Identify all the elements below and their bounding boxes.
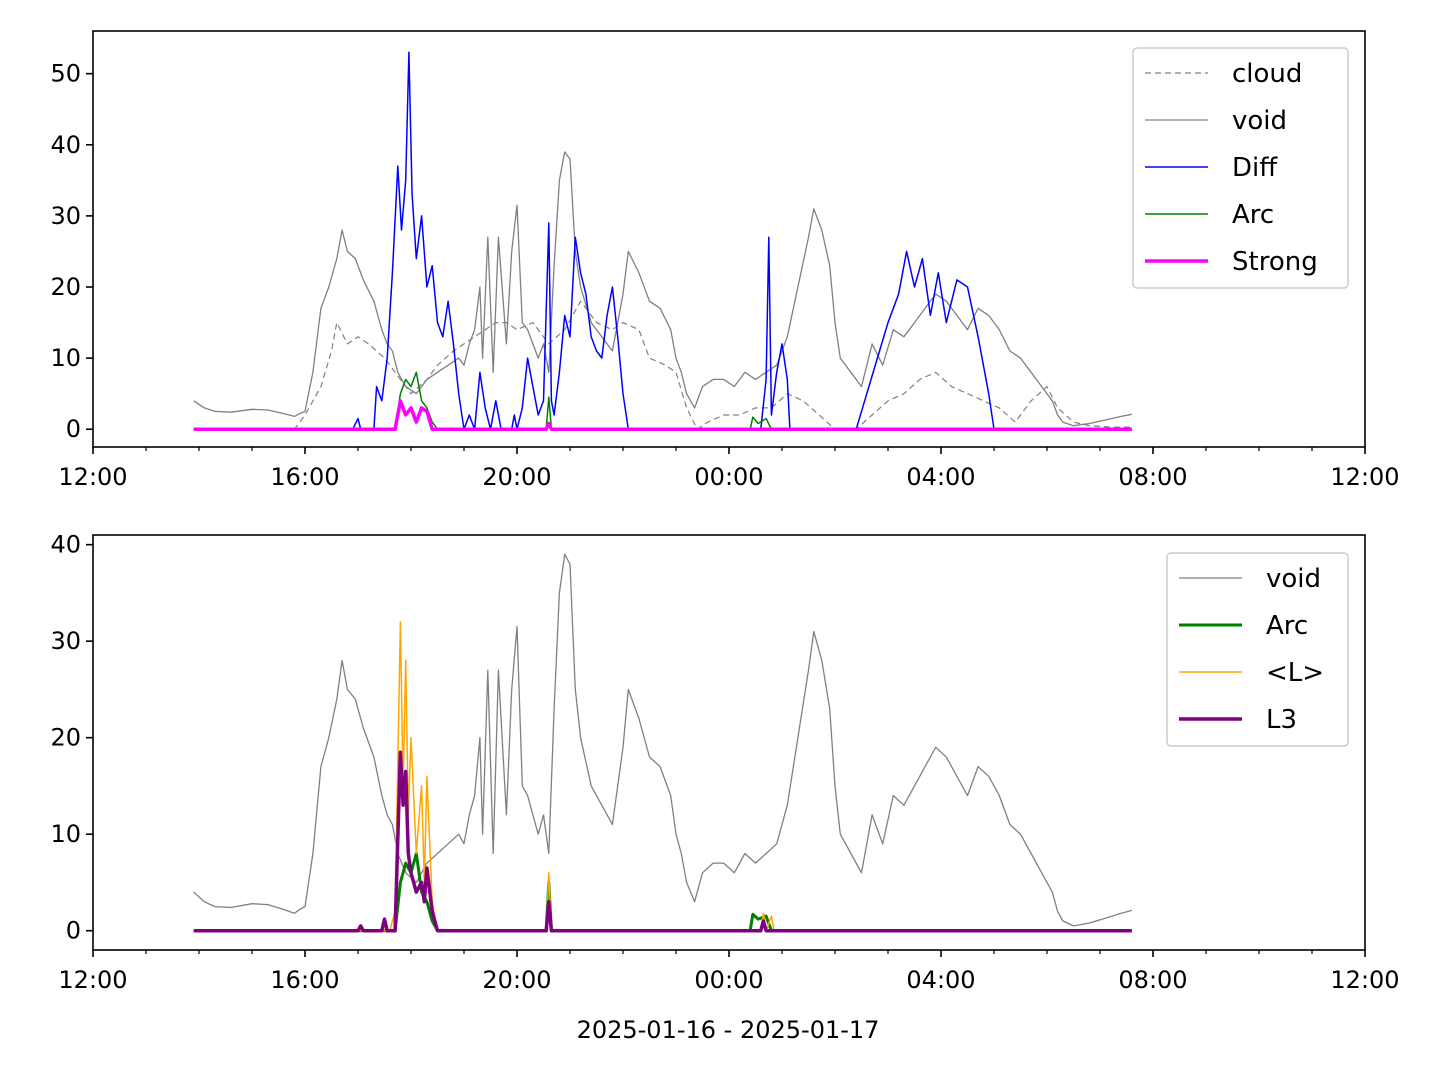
plot-area bbox=[193, 51, 1132, 431]
series-line-void bbox=[193, 553, 1132, 927]
x-tick-label: 00:00 bbox=[694, 966, 763, 994]
y-tick-label: 0 bbox=[66, 917, 81, 945]
y-tick-label: 20 bbox=[50, 273, 81, 301]
series-line-diff bbox=[352, 51, 1132, 430]
y-tick-label: 40 bbox=[50, 531, 81, 559]
legend-box bbox=[1166, 552, 1349, 747]
y-tick-label: 30 bbox=[50, 627, 81, 655]
legend-label: Arc bbox=[1232, 200, 1274, 230]
plot-area bbox=[193, 553, 1132, 933]
x-tick-label: 12:00 bbox=[1330, 463, 1399, 491]
bottom-panel: 0 10 20 30 40 12:00 16:00 20:00 00:00 04:00 08:00 1… bbox=[50, 531, 1399, 994]
x-tick-label: 12:00 bbox=[58, 966, 127, 994]
y-tick-label: 0 bbox=[66, 415, 81, 443]
legend-label: Arc bbox=[1266, 611, 1308, 641]
y-tick-label: 40 bbox=[50, 131, 81, 159]
x-tick-label: 08:00 bbox=[1118, 966, 1187, 994]
x-tick-label: 12:00 bbox=[58, 463, 127, 491]
y-tick-label: 10 bbox=[50, 344, 81, 372]
x-tick-label: 04:00 bbox=[906, 966, 975, 994]
top-panel: 0 10 20 30 40 50 12:00 16:00 20:00 00:00 04:00 08:0… bbox=[50, 30, 1400, 491]
y-tick-label: 20 bbox=[50, 724, 81, 752]
x-tick-label: 20:00 bbox=[482, 966, 551, 994]
x-tick-label: 12:00 bbox=[1330, 966, 1399, 994]
series-line-l3 bbox=[193, 750, 1132, 933]
legend-label: void bbox=[1266, 564, 1321, 594]
legend-box bbox=[1132, 47, 1349, 289]
x-tick-label: 16:00 bbox=[270, 463, 339, 491]
x-tick-label: 20:00 bbox=[482, 463, 551, 491]
series-line-cloud bbox=[193, 300, 1132, 430]
legend-label: cloud bbox=[1232, 59, 1302, 89]
legend-label: Strong bbox=[1232, 247, 1318, 277]
legend: cloud void Diff Arc Strong bbox=[1132, 47, 1349, 289]
x-axis-label: 2025-01-16 - 2025-01-17 bbox=[577, 1016, 880, 1044]
y-tick-label: 30 bbox=[50, 202, 81, 230]
series-line-arc bbox=[193, 852, 1132, 933]
y-tick-label: 50 bbox=[50, 60, 81, 88]
legend-label: <L> bbox=[1266, 658, 1324, 688]
x-tick-label: 08:00 bbox=[1118, 463, 1187, 491]
series-line-l bbox=[193, 621, 1132, 932]
legend-label: Diff bbox=[1232, 153, 1278, 183]
x-tick-label: 16:00 bbox=[270, 966, 339, 994]
legend: void Arc <L> L3 bbox=[1166, 552, 1349, 747]
x-tick-label: 00:00 bbox=[694, 463, 763, 491]
series-line-arc bbox=[193, 371, 1132, 430]
x-tick-label: 04:00 bbox=[906, 463, 975, 491]
series-line-void bbox=[193, 151, 1132, 427]
series-line-strong bbox=[193, 399, 1132, 431]
legend-label: void bbox=[1232, 106, 1287, 136]
y-tick-label: 10 bbox=[50, 820, 81, 848]
legend-label: L3 bbox=[1266, 705, 1297, 735]
